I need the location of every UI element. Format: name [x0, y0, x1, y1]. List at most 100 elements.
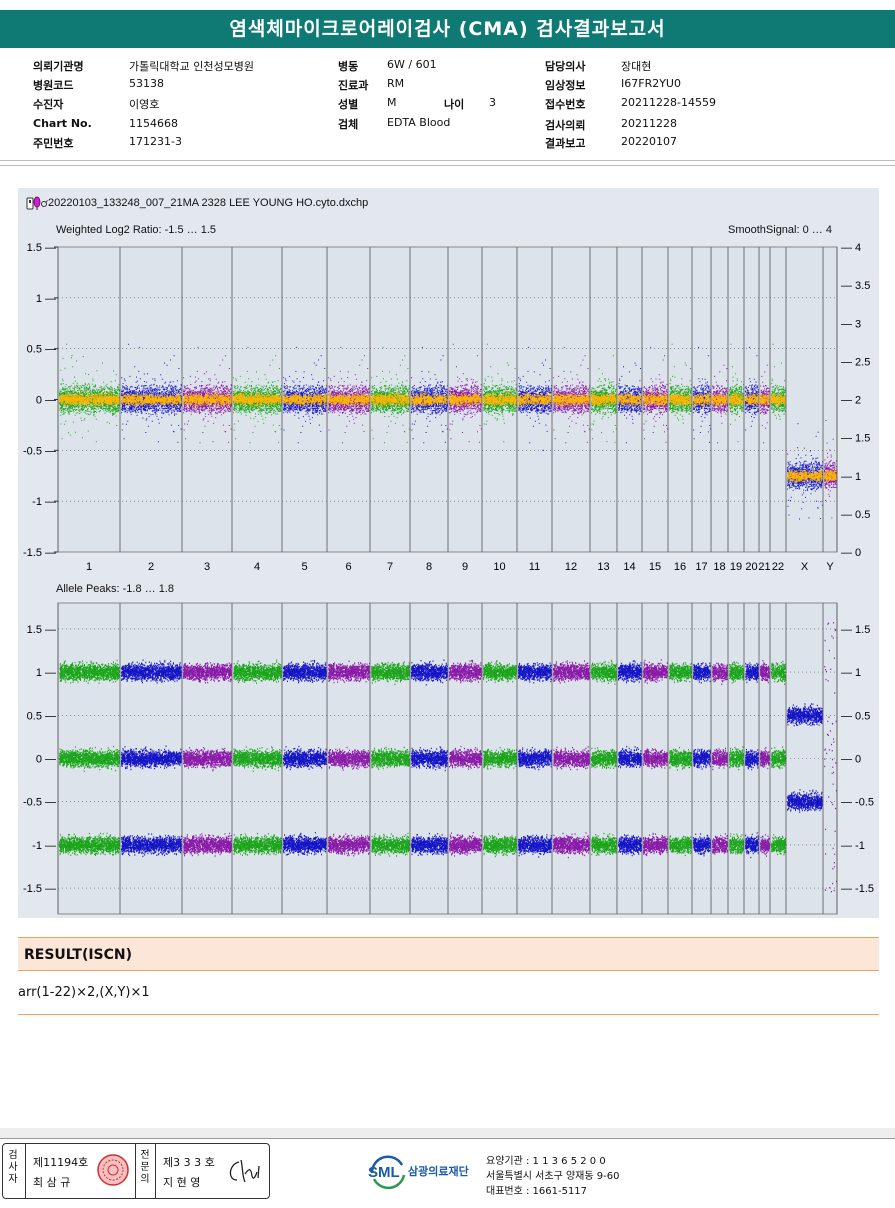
y2-tick-label: — 1.5 [841, 624, 870, 636]
result-heading: RESULT(ISCN) [18, 937, 879, 971]
smooth-signal-points [760, 393, 770, 405]
y2-tick-label: — 2.5 [841, 356, 870, 368]
stamp-seal [97, 1154, 129, 1186]
address: 서울특별시 서초구 양재동 9-60 [486, 1171, 620, 1182]
info-value: 장대현 [621, 60, 652, 73]
allele-scatter-13 [591, 659, 617, 856]
y-tick-label: 1.5 — [27, 624, 56, 636]
chrom-scatter-10 [483, 343, 517, 443]
chrom-scatter-15 [643, 346, 668, 443]
info-key: 병원코드 [33, 79, 74, 92]
allele-scatter-9 [449, 659, 482, 857]
y2-tick-label: — 0 [841, 754, 861, 766]
x-tick-label: 5 [301, 561, 307, 573]
chrom-scatter-9 [449, 343, 482, 443]
allele-points [483, 660, 517, 858]
x-tick-label: 13 [597, 561, 609, 573]
smooth-signal-points [121, 391, 182, 408]
allele-points [591, 659, 617, 856]
info-value: 3 [489, 96, 496, 109]
allele-points [59, 659, 120, 856]
y2-tick-label: — 3.5 [841, 280, 870, 292]
divider [155, 1144, 156, 1198]
x-tick-label: Y [826, 561, 834, 573]
allele-points [121, 659, 182, 858]
allele-scatter-6 [328, 660, 370, 857]
allele-scatter-11 [518, 662, 552, 858]
chrom-scatter-12 [553, 346, 590, 444]
x-tick-label: 9 [462, 561, 468, 573]
y-tick-label: 0.5 — [27, 344, 56, 356]
allele-points [745, 662, 759, 859]
chrom-scatter-3 [183, 346, 232, 444]
allele-scatter-19 [729, 661, 744, 855]
allele-points [618, 660, 642, 857]
allele-peaks-label: Allele Peaks: -1.8 … 1.8 [56, 583, 175, 595]
allele-scatter-8 [411, 659, 448, 856]
info-key: 나이 [444, 98, 465, 111]
info-key: 결과보고 [545, 137, 586, 150]
info-value: 가톨릭대학교 인천성모병원 [129, 60, 254, 73]
chrom-scatter-Y [824, 420, 837, 519]
allele-scatter-22 [771, 660, 786, 856]
allele-scatter-14 [618, 660, 642, 857]
allele-points [449, 659, 482, 857]
specialist-name: 지 현 영 [163, 1176, 201, 1189]
smooth-signal-label: SmoothSignal: 0 … 4 [728, 224, 832, 236]
y-tick-label: -1 — [32, 840, 56, 852]
chrom-scatter-7 [371, 346, 410, 444]
chrom-scatter-1 [59, 343, 120, 443]
info-key: 진료과 [338, 79, 369, 92]
y2-tick-label: — 1.5 [841, 433, 870, 445]
smooth-signal-points [712, 393, 728, 407]
smooth-signal-points [643, 391, 668, 406]
y2-tick-label: — 1 [841, 667, 861, 679]
info-value: 20211228-14559 [621, 96, 716, 109]
smooth-signal-points [483, 391, 517, 408]
chrom-scatter-16 [669, 343, 692, 424]
allele-scatter-3 [183, 662, 232, 857]
facility-code: 요양기관 : 1 1 3 6 5 2 0 0 [486, 1156, 606, 1167]
smooth-signal-points [59, 391, 120, 408]
divider [0, 160, 895, 161]
smooth-signal-points [283, 393, 327, 408]
info-value: M [387, 96, 397, 109]
x-tick-label: 21 [758, 561, 770, 573]
y2-tick-label: — 0.5 [841, 509, 870, 521]
signature [229, 1159, 260, 1183]
y2-tick-label: — -0.5 [841, 797, 874, 809]
y2-tick-label: — 3 [841, 318, 861, 330]
allele-points [824, 622, 837, 893]
info-value: EDTA Blood [387, 116, 451, 129]
smooth-signal-points [518, 391, 552, 408]
info-key: 병동 [338, 60, 359, 73]
chrom-scatter-4 [233, 346, 282, 444]
x-tick-label: 6 [345, 561, 351, 573]
x-tick-label: 11 [529, 561, 540, 573]
allele-scatter-16 [669, 662, 692, 857]
smooth-signal-points [449, 391, 482, 408]
chrom-scatter-17 [693, 346, 711, 443]
y-tick-label: 1.5 — [27, 242, 56, 254]
info-key: 검사의뢰 [545, 119, 586, 132]
smooth-signal-points [669, 391, 692, 408]
smooth-signal-points [618, 391, 642, 409]
allele-scatter-18 [712, 662, 728, 855]
smooth-signal-points [553, 391, 590, 408]
chrom-scatter-X [787, 423, 823, 520]
y-tick-label: 1 — [36, 293, 56, 305]
x-tick-label: 8 [426, 561, 432, 573]
smooth-signal-points [771, 392, 786, 406]
smooth-signal-points [328, 391, 370, 408]
x-tick-label: 15 [649, 561, 661, 573]
smooth-signal-points [233, 390, 282, 407]
info-key: 접수번호 [545, 98, 586, 111]
allele-points [729, 661, 744, 855]
allele-points [693, 662, 711, 857]
chrom-scatter-21 [760, 364, 770, 444]
smooth-signal-points [693, 392, 711, 407]
allele-scatter-1 [59, 659, 120, 856]
info-value: 6W / 601 [387, 58, 437, 71]
